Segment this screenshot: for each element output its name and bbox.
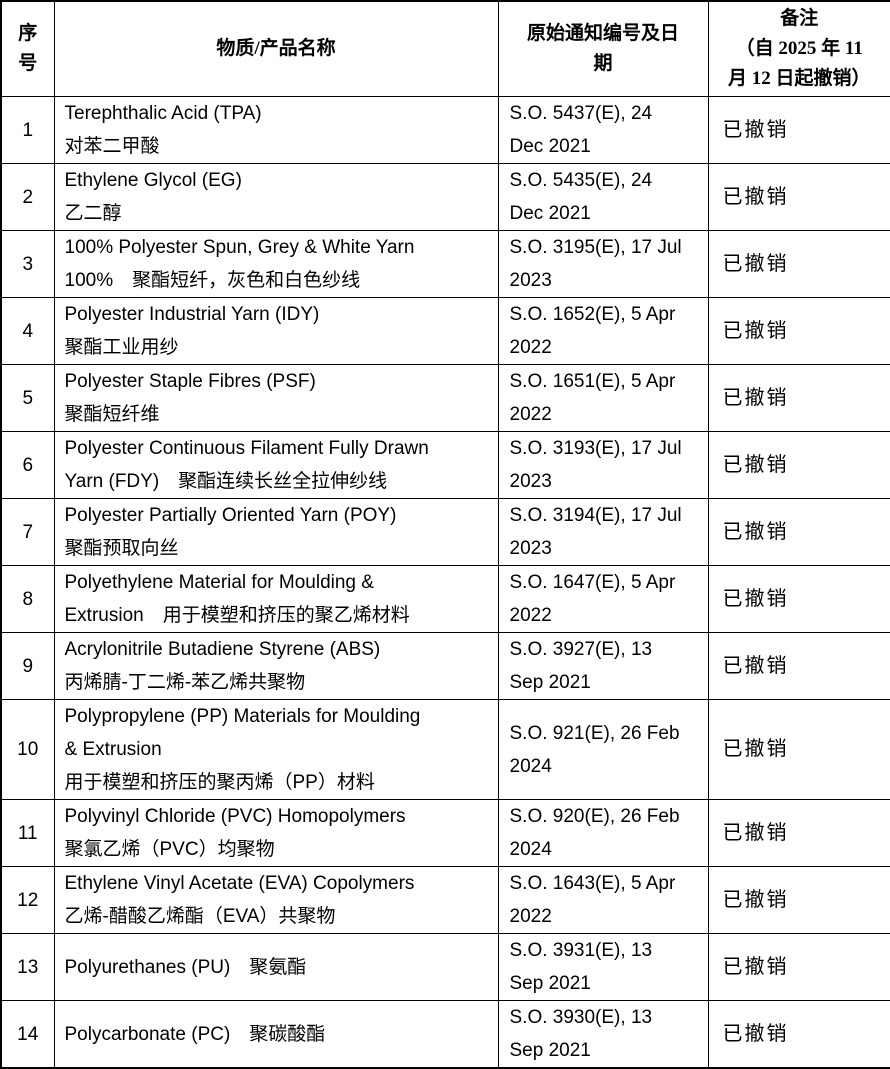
cell-remark-status: 已撤销 — [707, 364, 890, 432]
cell-serial-number: 14 — [0, 1000, 55, 1069]
cell-product-name: 100% Polyester Spun, Grey & White Yarn 1… — [53, 230, 499, 298]
cell-remark-status: 已撤销 — [707, 96, 890, 164]
cell-remark-status: 已撤销 — [707, 799, 890, 867]
header-notification-number: 原始通知编号及日 期 — [497, 0, 709, 97]
table-row: 8 Polyethylene Material for Moulding & E… — [0, 565, 890, 633]
cell-remark-status: 已撤销 — [707, 230, 890, 298]
table-row: 14 Polycarbonate (PC) 聚碳酸酯 S.O. 3930(E),… — [0, 1000, 890, 1069]
cell-product-name: Polyester Partially Oriented Yarn (POY) … — [53, 498, 499, 566]
cell-remark-status: 已撤销 — [707, 632, 890, 700]
cell-serial-number: 13 — [0, 933, 55, 1001]
cell-product-name: Ethylene Vinyl Acetate (EVA) Copolymers … — [53, 866, 499, 934]
cell-notification-number: S.O. 5437(E), 24 Dec 2021 — [497, 96, 709, 164]
cell-remark-status: 已撤销 — [707, 431, 890, 499]
cell-product-name: Acrylonitrile Butadiene Styrene (ABS) 丙烯… — [53, 632, 499, 700]
cell-serial-number: 7 — [0, 498, 55, 566]
cell-remark-status: 已撤销 — [707, 498, 890, 566]
cell-notification-number: S.O. 921(E), 26 Feb 2024 — [497, 699, 709, 800]
cell-notification-number: S.O. 1643(E), 5 Apr 2022 — [497, 866, 709, 934]
table-row: 4 Polyester Industrial Yarn (IDY) 聚酯工业用纱… — [0, 297, 890, 365]
cell-serial-number: 11 — [0, 799, 55, 867]
table-row: 1 Terephthalic Acid (TPA) 对苯二甲酸 S.O. 543… — [0, 96, 890, 164]
cell-notification-number: S.O. 3931(E), 13 Sep 2021 — [497, 933, 709, 1001]
header-product-name: 物质/产品名称 — [53, 0, 499, 97]
cell-serial-number: 9 — [0, 632, 55, 700]
table-row: 3 100% Polyester Spun, Grey & White Yarn… — [0, 230, 890, 298]
cell-notification-number: S.O. 1651(E), 5 Apr 2022 — [497, 364, 709, 432]
table-row: 5 Polyester Staple Fibres (PSF) 聚酯短纤维 S.… — [0, 364, 890, 432]
cell-product-name: Polyester Continuous Filament Fully Draw… — [53, 431, 499, 499]
header-serial-number: 序 号 — [0, 0, 55, 97]
table-row: 6 Polyester Continuous Filament Fully Dr… — [0, 431, 890, 499]
cell-serial-number: 4 — [0, 297, 55, 365]
cell-remark-status: 已撤销 — [707, 565, 890, 633]
table-row: 13 Polyurethanes (PU) 聚氨酯 S.O. 3931(E), … — [0, 933, 890, 1001]
cell-product-name: Terephthalic Acid (TPA) 对苯二甲酸 — [53, 96, 499, 164]
cell-notification-number: S.O. 920(E), 26 Feb 2024 — [497, 799, 709, 867]
cell-notification-number: S.O. 3194(E), 17 Jul 2023 — [497, 498, 709, 566]
table-row: 2 Ethylene Glycol (EG) 乙二醇 S.O. 5435(E),… — [0, 163, 890, 231]
cell-notification-number: S.O. 3193(E), 17 Jul 2023 — [497, 431, 709, 499]
cell-product-name: Polycarbonate (PC) 聚碳酸酯 — [53, 1000, 499, 1069]
cell-remark-status: 已撤销 — [707, 866, 890, 934]
table-header: 序 号 物质/产品名称 原始通知编号及日 期 备注 （自 2025 年 11 月… — [0, 0, 890, 97]
cell-notification-number: S.O. 1647(E), 5 Apr 2022 — [497, 565, 709, 633]
table-row: 12 Ethylene Vinyl Acetate (EVA) Copolyme… — [0, 866, 890, 934]
cell-serial-number: 2 — [0, 163, 55, 231]
header-row: 序 号 物质/产品名称 原始通知编号及日 期 备注 （自 2025 年 11 月… — [0, 0, 890, 97]
cell-product-name: Polyester Industrial Yarn (IDY) 聚酯工业用纱 — [53, 297, 499, 365]
table-body: 1 Terephthalic Acid (TPA) 对苯二甲酸 S.O. 543… — [0, 96, 890, 1069]
header-remark: 备注 （自 2025 年 11 月 12 日起撤销） — [707, 0, 890, 97]
table-row: 7 Polyester Partially Oriented Yarn (POY… — [0, 498, 890, 566]
cell-notification-number: S.O. 3195(E), 17 Jul 2023 — [497, 230, 709, 298]
cell-product-name: Polyester Staple Fibres (PSF) 聚酯短纤维 — [53, 364, 499, 432]
cell-notification-number: S.O. 3930(E), 13 Sep 2021 — [497, 1000, 709, 1069]
cell-serial-number: 3 — [0, 230, 55, 298]
cell-notification-number: S.O. 1652(E), 5 Apr 2022 — [497, 297, 709, 365]
cell-serial-number: 5 — [0, 364, 55, 432]
cell-remark-status: 已撤销 — [707, 297, 890, 365]
cell-serial-number: 6 — [0, 431, 55, 499]
table-row: 10 Polypropylene (PP) Materials for Moul… — [0, 699, 890, 800]
cell-product-name: Polypropylene (PP) Materials for Mouldin… — [53, 699, 499, 800]
cell-remark-status: 已撤销 — [707, 699, 890, 800]
cell-notification-number: S.O. 5435(E), 24 Dec 2021 — [497, 163, 709, 231]
table-row: 9 Acrylonitrile Butadiene Styrene (ABS) … — [0, 632, 890, 700]
cell-serial-number: 12 — [0, 866, 55, 934]
cell-serial-number: 1 — [0, 96, 55, 164]
cell-product-name: Ethylene Glycol (EG) 乙二醇 — [53, 163, 499, 231]
cell-product-name: Polyvinyl Chloride (PVC) Homopolymers 聚氯… — [53, 799, 499, 867]
cell-remark-status: 已撤销 — [707, 163, 890, 231]
cell-serial-number: 8 — [0, 565, 55, 633]
cell-remark-status: 已撤销 — [707, 1000, 890, 1069]
cell-product-name: Polyurethanes (PU) 聚氨酯 — [53, 933, 499, 1001]
cell-product-name: Polyethylene Material for Moulding & Ext… — [53, 565, 499, 633]
cell-remark-status: 已撤销 — [707, 933, 890, 1001]
cell-notification-number: S.O. 3927(E), 13 Sep 2021 — [497, 632, 709, 700]
cell-serial-number: 10 — [0, 699, 55, 800]
table-row: 11 Polyvinyl Chloride (PVC) Homopolymers… — [0, 799, 890, 867]
